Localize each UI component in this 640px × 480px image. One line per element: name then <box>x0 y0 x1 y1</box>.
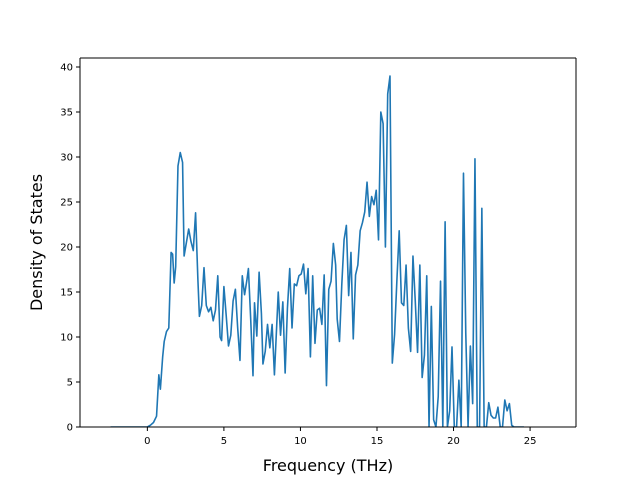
y-tick-label: 10 <box>60 333 73 344</box>
y-tick-label: 20 <box>60 243 73 254</box>
y-axis-label: Density of States <box>27 174 46 311</box>
x-tick-label: 15 <box>371 436 384 447</box>
y-tick-label: 30 <box>60 153 73 164</box>
x-tick-label: 20 <box>447 436 460 447</box>
x-tick-label: 5 <box>221 436 227 447</box>
x-tick-label: 10 <box>294 436 307 447</box>
plot-area <box>80 58 576 427</box>
x-tick-label: 0 <box>144 436 150 447</box>
y-tick-label: 5 <box>67 378 73 389</box>
y-tick-label: 40 <box>60 63 73 74</box>
dos-series-line <box>110 75 524 427</box>
x-tick-label: 25 <box>524 436 537 447</box>
y-tick-label: 0 <box>67 423 73 434</box>
x-axis-label: Frequency (THz) <box>263 456 393 475</box>
y-tick-label: 25 <box>60 198 73 209</box>
y-tick-label: 15 <box>60 288 73 299</box>
y-tick-label: 35 <box>60 108 73 119</box>
